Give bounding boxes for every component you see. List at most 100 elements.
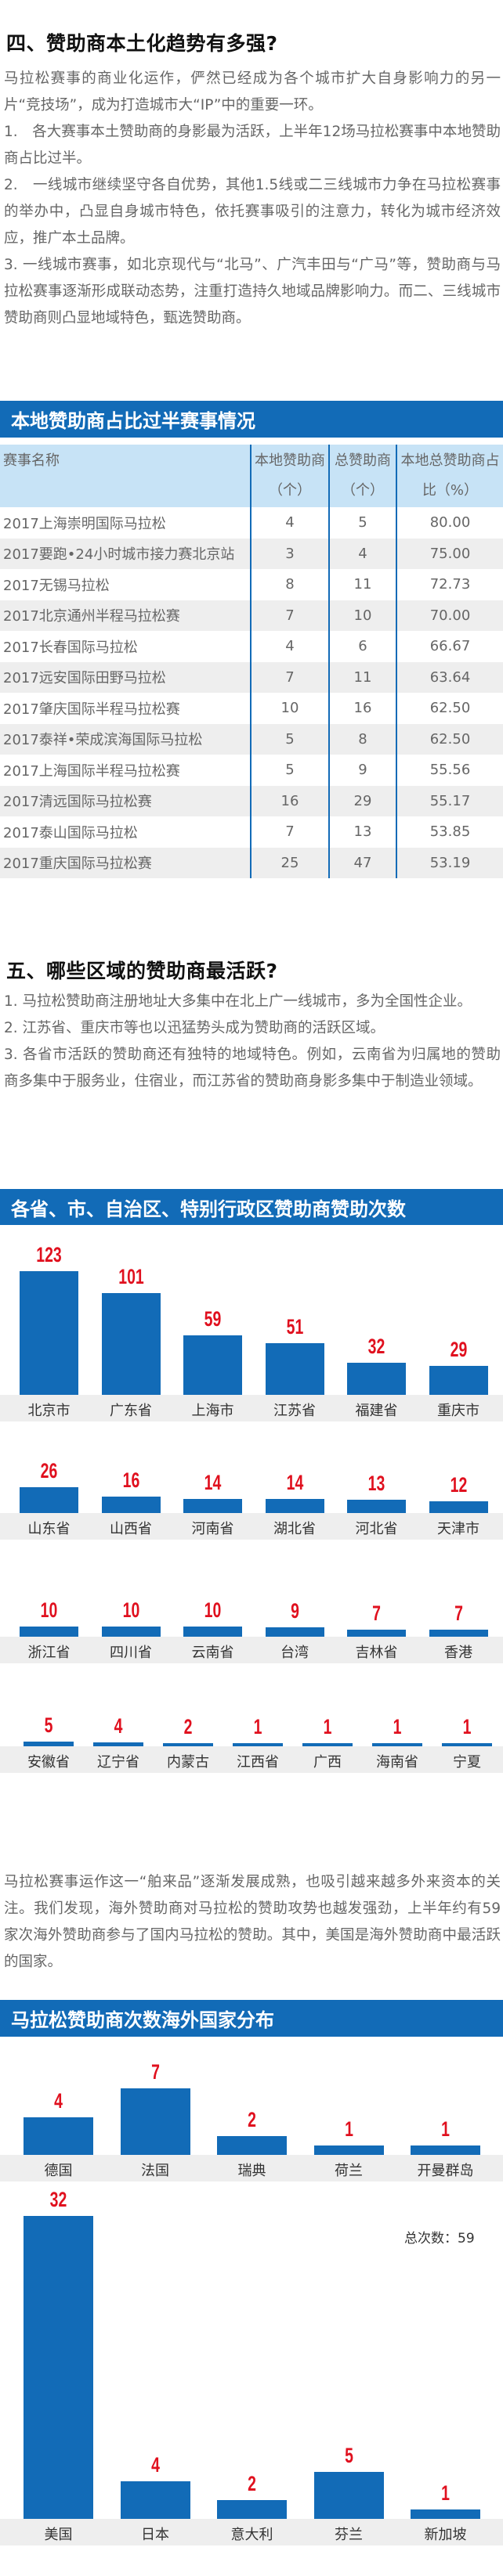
bar-value-label: 1 — [441, 2481, 450, 2505]
bar-value-label: 32 — [367, 1334, 385, 1358]
bar-value-label: 16 — [122, 1468, 139, 1493]
category-label: 浙江省 — [27, 1645, 71, 1661]
bar-value-label: 101 — [118, 1265, 144, 1289]
bar-value-label: 51 — [286, 1315, 303, 1339]
cell-event-name: 2017无锡马拉松 — [3, 577, 110, 594]
category-label: 芬兰 — [335, 2527, 363, 2543]
bar — [24, 1741, 74, 1746]
table-row: 2017上海国际半程马拉松赛 5 9 55.56 — [0, 755, 503, 786]
cell-local-count: 8 — [250, 569, 329, 600]
local-sponsor-table: 赛事名称 本地赞助商（个） 总赞助商（个） 本地总赞助商占比（%） 2017上海… — [0, 445, 503, 878]
table-row: 2017远安国际田野马拉松 7 11 63.64 — [0, 661, 503, 693]
bar — [302, 1743, 353, 1746]
cell-local-count: 3 — [250, 538, 329, 569]
cell-ratio: 70.00 — [396, 600, 503, 631]
cell-event-name: 2017泰祥•荣成滨海国际马拉松 — [0, 723, 251, 755]
bar — [429, 1501, 488, 1513]
category-label: 广西 — [313, 1754, 342, 1771]
bar — [429, 1365, 488, 1395]
bar-value-label: 26 — [40, 1458, 58, 1483]
category-label: 意大利 — [230, 2527, 273, 2543]
bar-value-label: 2 — [183, 1715, 193, 1738]
category-label: 荷兰 — [335, 2163, 363, 2179]
col-header-ratio: 本地总赞助商占比（%） — [396, 445, 503, 507]
category-label: 宁夏 — [453, 1754, 481, 1771]
paragraph: 2. 一线城市继续坚守各自优势，其他1.5线或二三线城市力争在马拉松赛事的举办中… — [4, 177, 501, 247]
bar — [233, 1743, 283, 1746]
bar — [20, 1627, 78, 1637]
cell-total-count: 13 — [328, 816, 396, 848]
bar — [313, 2145, 384, 2155]
category-label: 德国 — [44, 2163, 73, 2179]
category-band — [0, 1746, 503, 1773]
bar — [101, 1627, 161, 1637]
bar — [265, 1499, 324, 1513]
category-label: 瑞典 — [237, 2163, 266, 2179]
section-5-body: 1. 马拉松赞助商注册地址大多集中在北上广一线城市，多为全国性企业。 2. 江苏… — [4, 989, 501, 1095]
bar-value-label: 2 — [248, 2107, 256, 2131]
cell-event-name: 2017泰山国际马拉松 — [3, 824, 138, 841]
paragraph: 3. 各省市活跃的赞助商还有独特的地域特色。例如，云南省为归属地的赞助商多集中于… — [4, 1047, 501, 1090]
table-row: 2017长春国际马拉松 4 6 66.67 — [0, 631, 503, 662]
cell-ratio: 55.17 — [396, 785, 503, 816]
table-row: 2017上海崇明国际马拉松 4 5 80.00 — [0, 507, 503, 539]
cell-ratio: 72.73 — [396, 569, 503, 600]
category-label: 河北省 — [355, 1521, 398, 1537]
bar-value-label: 13 — [367, 1472, 385, 1496]
col-header-event: 赛事名称 — [0, 445, 251, 507]
bar — [24, 2117, 93, 2155]
bar — [101, 1497, 161, 1513]
table-row: 2017无锡马拉松 8 11 72.73 — [0, 569, 503, 600]
bar — [217, 2135, 287, 2155]
cell-total-count: 16 — [328, 693, 396, 724]
category-band — [0, 2155, 503, 2181]
bar — [217, 2499, 287, 2519]
cell-event-name: 2017清远国际马拉松赛 — [0, 785, 251, 816]
paragraph: 2. 江苏省、重庆市等也以迅猛势头成为赞助商的活跃区域。 — [4, 1020, 385, 1036]
category-label: 辽宁省 — [97, 1754, 139, 1771]
cell-ratio: 53.19 — [396, 847, 503, 878]
bar-value-label: 12 — [450, 1472, 467, 1497]
cell-ratio: 66.67 — [396, 631, 503, 662]
category-label: 河南省 — [191, 1521, 234, 1537]
table-row: 2017清远国际马拉松赛 16 29 55.17 — [0, 785, 503, 816]
bar-value-label: 1 — [253, 1715, 262, 1738]
category-label: 香港 — [444, 1645, 472, 1661]
category-label: 山东省 — [27, 1521, 71, 1537]
cell-local-count: 25 — [250, 847, 329, 878]
bar — [429, 1630, 488, 1637]
bar — [411, 2145, 480, 2155]
category-label: 四川省 — [110, 1645, 152, 1661]
paragraph: 3. 一线城市赛事，如北京现代与“北马”、广汽丰田与“广马”等，赞助商与马拉松赛… — [4, 257, 501, 326]
cell-event-name: 2017上海国际半程马拉松赛 — [3, 762, 180, 780]
cell-total-count: 8 — [328, 723, 396, 755]
category-label: 上海市 — [191, 1403, 234, 1419]
category-label: 日本 — [141, 2527, 169, 2543]
bar-value-label: 4 — [150, 2452, 160, 2477]
bar-value-label: 7 — [150, 2060, 160, 2084]
cell-event-name: 2017长春国际马拉松 — [3, 639, 138, 656]
overseas-paragraph: 马拉松赛事运作这一“舶来品”逐渐发展成熟，也吸引越来越多外来资本的关注。我们发现… — [4, 1874, 501, 1970]
table-header-row: 赛事名称 本地赞助商（个） 总赞助商（个） 本地总赞助商占比（%） — [0, 445, 503, 507]
bar — [183, 1499, 242, 1513]
category-label: 安徽省 — [27, 1754, 70, 1771]
table-title: 本地赞助商占比过半赛事情况 — [0, 401, 503, 438]
category-band — [0, 1395, 503, 1421]
paragraph: 1. 马拉松赞助商注册地址大多集中在北上广一线城市，多为全国性企业。 — [4, 993, 472, 1010]
cell-local-count: 5 — [250, 723, 329, 755]
table-row: 2017北京通州半程马拉松赛 7 10 70.00 — [0, 600, 503, 631]
category-band — [0, 2519, 503, 2545]
section-4-heading: 四、赞助商本土化趋势有多强? — [6, 32, 278, 55]
cell-local-count: 5 — [250, 755, 329, 786]
category-label: 广东省 — [110, 1403, 152, 1419]
category-band — [0, 1513, 503, 1540]
bar — [265, 1343, 324, 1395]
bar — [120, 2088, 190, 2155]
bar-value-label: 5 — [44, 1713, 53, 1737]
category-label: 江西省 — [237, 1754, 279, 1771]
category-label: 天津市 — [437, 1521, 479, 1537]
bar — [20, 1270, 78, 1395]
table-row: 2017泰祥•荣成滨海国际马拉松 5 8 62.50 — [0, 723, 503, 755]
cell-local-count: 16 — [250, 785, 329, 816]
bar-value-label: 10 — [40, 1598, 58, 1623]
